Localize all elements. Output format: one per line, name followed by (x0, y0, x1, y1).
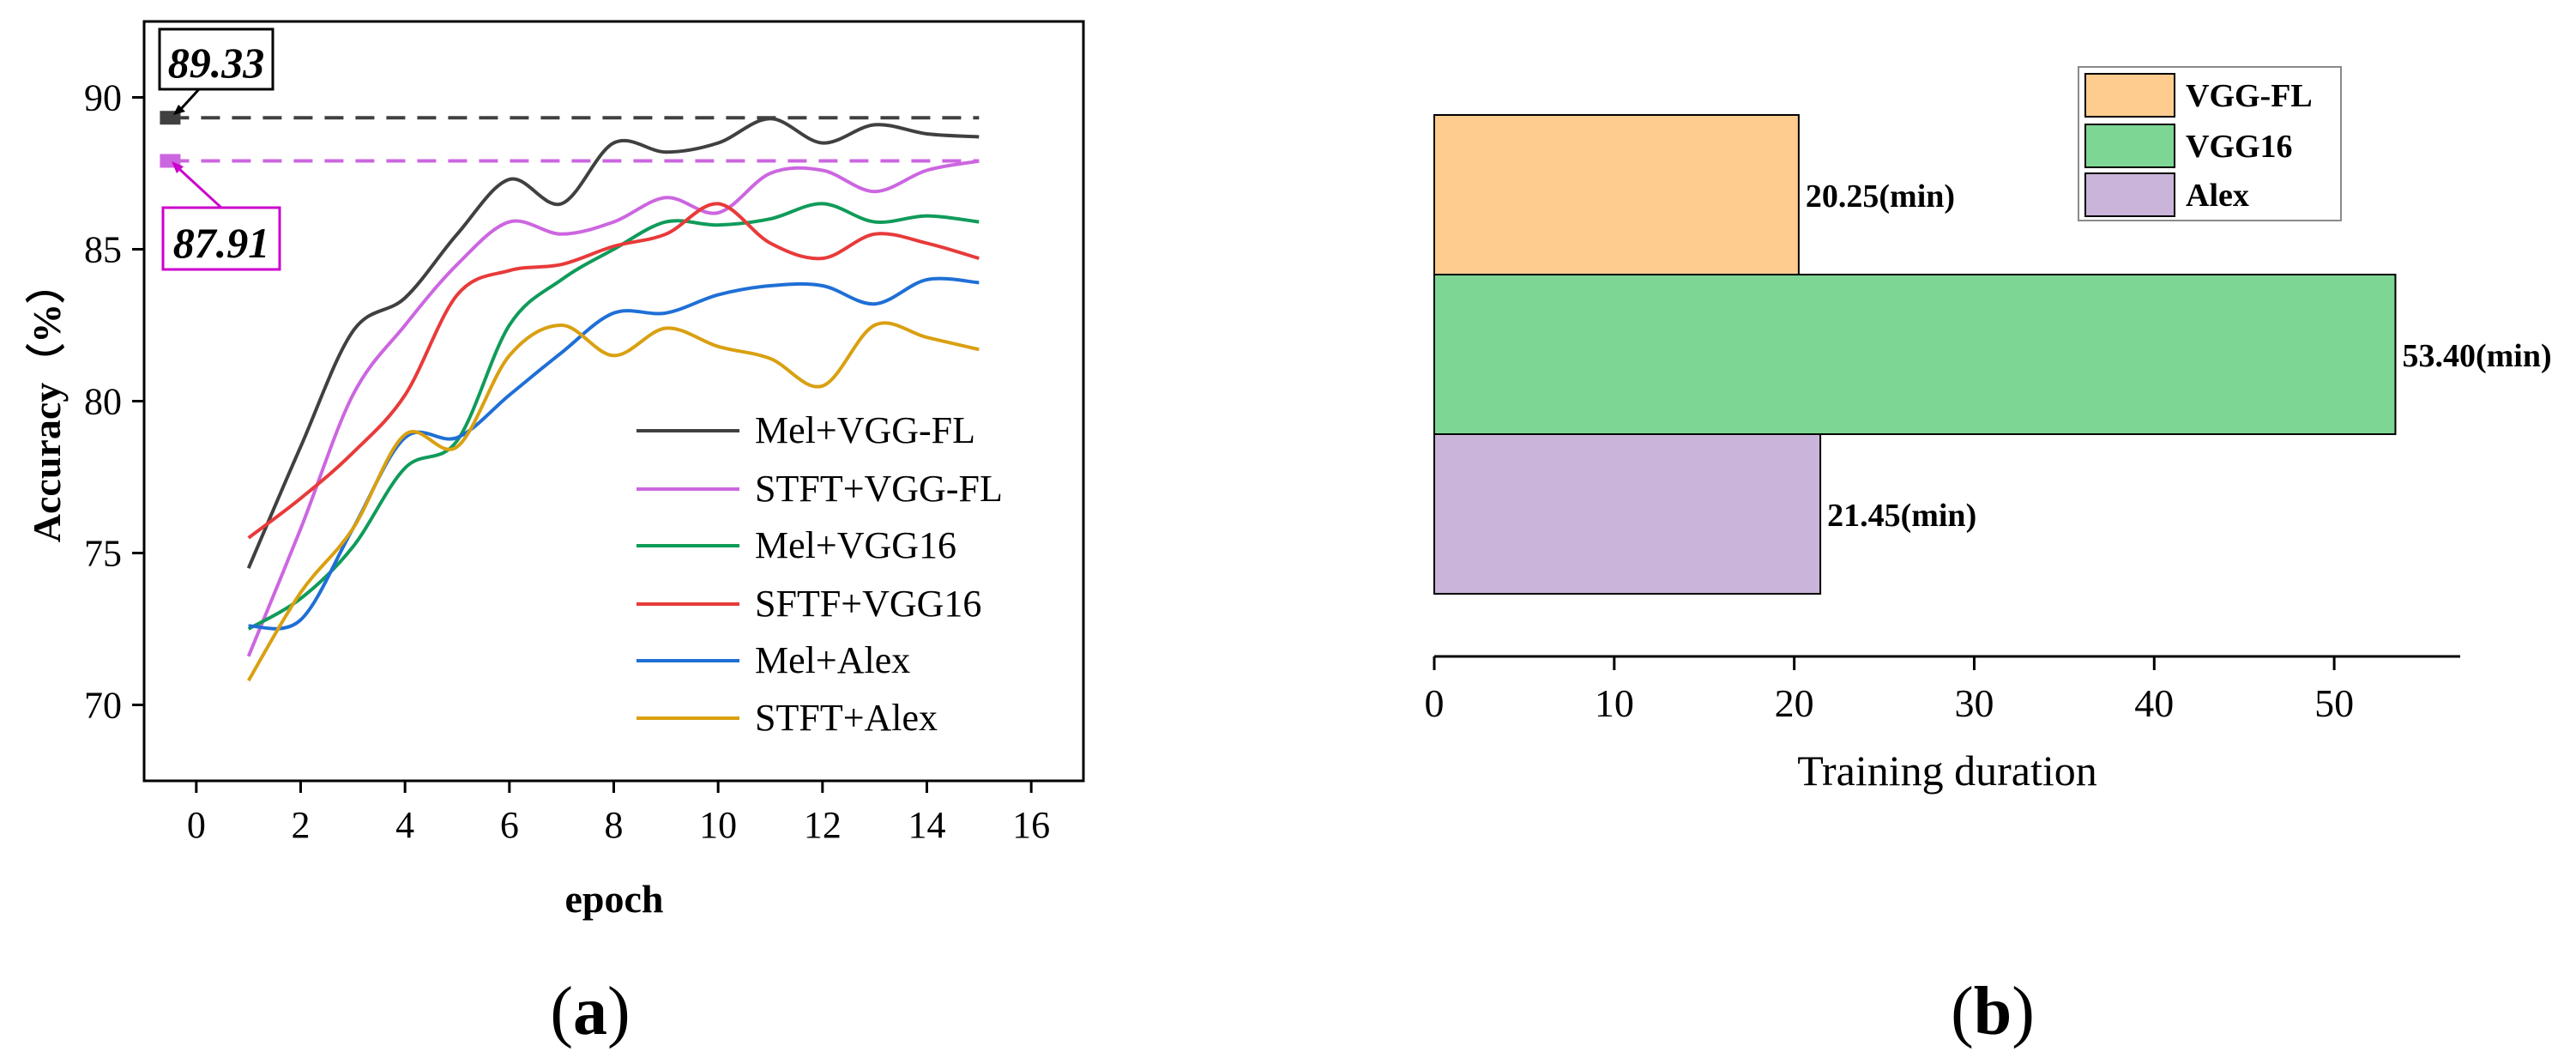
legend-swatch (2084, 73, 2175, 118)
legend-item-mel-vgg16: Mel+VGG16 (636, 524, 956, 566)
panel-b-x-ticks: 0 10 20 30 40 50 (1425, 656, 2354, 725)
callout-89-33-box (158, 27, 274, 91)
panel-b-x-axis-label: Training duration (1797, 747, 2097, 795)
panel-b-bar-chart: 20.25(min) 53.40(min) 21.45(min) 0 10 20 30 40… (1425, 66, 2552, 1049)
callout-87-91-label: 87.91 (173, 219, 270, 267)
callout-87-91: 87.91 (161, 161, 281, 271)
x-tick-label: 8 (605, 804, 624, 846)
series-line-sftf-vgg16 (247, 202, 980, 540)
x-tick-label: 30 (1954, 681, 1994, 725)
series-line-mel-vgg-fl (246, 117, 980, 569)
panel-a-legend: Mel+VGG-FL STFT+VGG-FL Mel+VGG16 SFTF+VG… (636, 409, 1003, 739)
legend-swatch (2084, 124, 2175, 168)
bar-value-label-vgg16: 53.40(min) (2402, 338, 2551, 374)
callout-87-91-box (161, 206, 281, 271)
panel-b-label: (b) (1951, 974, 2035, 1049)
y-tick-label: 85 (84, 229, 122, 271)
legend-item-alex: Alex (2084, 172, 2249, 217)
legend-item-vgg-fl: VGG-FL (2084, 73, 2313, 118)
bar-value-label-vgg-fl: 20.25(min) (1806, 178, 1955, 215)
bar-alex (1433, 433, 1822, 595)
panel-a-y-ticks: 70 75 80 85 90 (84, 77, 144, 727)
series-line-stft-vgg-fl (246, 159, 980, 657)
callout-89-33-arrow (178, 88, 201, 112)
bar-vgg16 (1433, 274, 2397, 435)
panel-a-x-ticks: 0 2 4 6 8 10 12 14 16 (187, 781, 1050, 846)
panel-b-legend: VGG-FL VGG16 Alex (2078, 66, 2342, 221)
legend-label: VGG-FL (2186, 78, 2313, 114)
legend-item-stft-vgg-fl: STFT+VGG-FL (636, 468, 1003, 510)
callout-87-91-arrowhead (172, 161, 184, 173)
legend-label: STFT+Alex (755, 697, 938, 739)
legend-item-mel-vgg-fl: Mel+VGG-FL (636, 409, 975, 451)
panel-a-line-chart: 0 2 4 6 8 10 12 14 16 70 75 80 85 90 89.33 87.91 Mel… (25, 20, 1085, 1049)
x-tick-label: 20 (1775, 681, 1814, 725)
legend-item-sftf-vgg16: SFTF+VGG16 (636, 583, 981, 625)
bar-vgg-fl (1433, 114, 1800, 275)
x-tick-label: 2 (292, 804, 311, 846)
panel-b-label-close: ) (2012, 974, 2035, 1049)
panel-a-x-axis-label: epoch (565, 877, 664, 921)
x-tick-label: 4 (395, 804, 414, 846)
x-tick-label: 50 (2314, 681, 2354, 725)
callout-87-91-arrow (177, 166, 223, 209)
x-tick-label: 0 (1425, 681, 1445, 725)
panel-b-label-letter: b (1974, 974, 2012, 1049)
series-line-mel-vgg16 (247, 202, 980, 631)
callout-89-33: 89.33 (158, 27, 274, 115)
panel-a-label: (a) (550, 974, 630, 1049)
legend-label: SFTF+VGG16 (755, 583, 981, 625)
y-tick-label: 70 (84, 685, 122, 727)
legend-label: Mel+VGG16 (755, 524, 956, 566)
y-tick-label: 75 (84, 533, 122, 575)
x-tick-label: 12 (804, 804, 842, 846)
panel-a-label-close: ) (607, 974, 630, 1049)
panel-a-reference-lines (160, 111, 980, 168)
legend-label: Mel+Alex (755, 639, 910, 681)
legend-label: Alex (2186, 178, 2249, 214)
x-tick-label: 6 (500, 804, 519, 846)
legend-item-stft-alex: STFT+Alex (636, 697, 938, 739)
legend-label: STFT+VGG-FL (755, 468, 1003, 510)
panel-a-series-lines (246, 117, 980, 682)
callout-89-33-arrowhead (173, 105, 185, 115)
legend-item-vgg16: VGG16 (2084, 124, 2293, 168)
panel-a-label-letter: a (573, 974, 607, 1049)
panel-a-y-axis-label: Accuracy（%） (25, 264, 69, 542)
x-tick-label: 10 (699, 804, 737, 846)
legend-item-mel-alex: Mel+Alex (636, 639, 910, 681)
x-tick-label: 40 (2134, 681, 2174, 725)
series-line-stft-alex (246, 321, 980, 682)
y-tick-label: 90 (84, 77, 122, 119)
legend-swatch (2084, 172, 2175, 217)
panel-b-bars: 20.25(min) 53.40(min) 21.45(min) (1433, 114, 2552, 595)
x-tick-label: 10 (1595, 681, 1634, 725)
legend-label: VGG16 (2186, 129, 2293, 165)
panel-b-label-open: ( (1951, 974, 1974, 1049)
x-tick-label: 0 (187, 804, 206, 846)
callout-89-33-label: 89.33 (168, 39, 265, 87)
x-tick-label: 16 (1012, 804, 1050, 846)
x-tick-label: 14 (908, 804, 946, 846)
panel-a-label-open: ( (550, 974, 573, 1049)
legend-label: Mel+VGG-FL (755, 409, 975, 451)
bar-value-label-alex: 21.45(min) (1827, 498, 1976, 534)
y-tick-label: 80 (84, 381, 122, 423)
